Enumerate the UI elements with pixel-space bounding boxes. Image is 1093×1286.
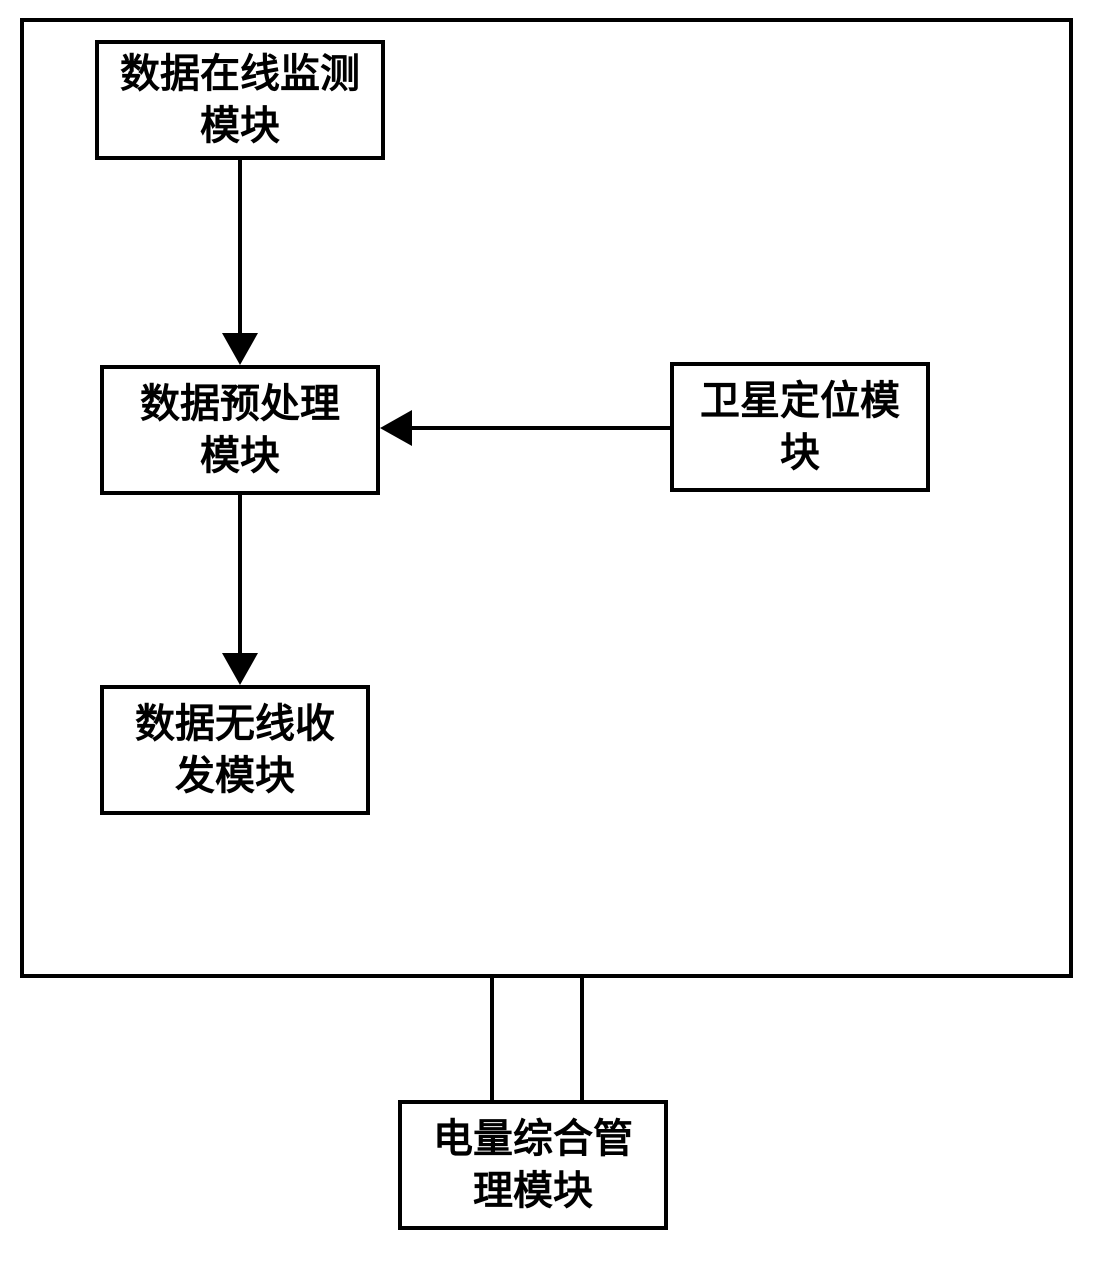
node-satellite-label: 卫星定位模块 [700, 375, 900, 479]
node-wireless-label: 数据无线收发模块 [135, 698, 335, 802]
edge-satellite-preprocessing [412, 426, 670, 430]
node-wireless: 数据无线收发模块 [100, 685, 370, 815]
outer-container [20, 18, 1073, 978]
edge-preprocessing-wireless [238, 495, 242, 655]
connector-right [580, 978, 584, 1100]
node-preprocessing-label: 数据预处理模块 [140, 378, 340, 482]
arrowhead-satellite-preprocessing [380, 410, 412, 446]
edge-monitoring-preprocessing [238, 160, 242, 335]
connector-left [490, 978, 494, 1100]
arrowhead-preprocessing-wireless [222, 653, 258, 685]
node-satellite: 卫星定位模块 [670, 362, 930, 492]
node-monitoring: 数据在线监测模块 [95, 40, 385, 160]
node-power: 电量综合管理模块 [398, 1100, 668, 1230]
arrowhead-monitoring-preprocessing [222, 333, 258, 365]
node-preprocessing: 数据预处理模块 [100, 365, 380, 495]
node-power-label: 电量综合管理模块 [433, 1113, 633, 1217]
node-monitoring-label: 数据在线监测模块 [120, 48, 360, 152]
